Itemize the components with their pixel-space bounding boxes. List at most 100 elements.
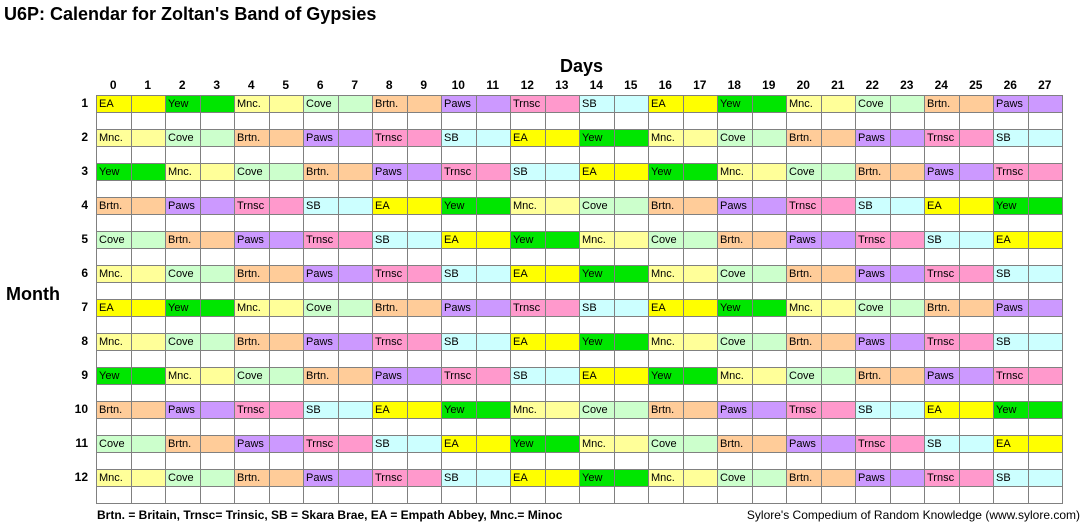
month-row-label: 2 (81, 130, 88, 144)
day-header: 15 (624, 78, 638, 92)
spacer-cell (303, 384, 339, 402)
spacer-cell (786, 418, 822, 436)
day-cell (820, 435, 856, 453)
day-cell: Cove (717, 333, 753, 351)
spacer-cell (1027, 248, 1063, 266)
spacer-cell (958, 350, 994, 368)
spacer-cell (682, 146, 718, 164)
day-cell: SB (855, 401, 891, 419)
days-axis-label: Days (560, 56, 604, 76)
day-cell (199, 469, 235, 487)
day-cell (751, 469, 787, 487)
spacer-cell (786, 112, 822, 130)
day-cell (544, 197, 580, 215)
day-cell: SB (303, 197, 339, 215)
spacer-cell (544, 418, 580, 436)
spacer-cell (268, 146, 304, 164)
day-cell: SB (510, 367, 546, 385)
spacer-cell (613, 384, 649, 402)
day-cell (820, 231, 856, 249)
spacer-cell (510, 384, 546, 402)
day-cell: Brtn. (717, 435, 753, 453)
spacer-cell (889, 452, 925, 470)
day-cell: Brtn. (165, 231, 201, 249)
day-cell (268, 129, 304, 147)
spacer-cell (510, 282, 546, 300)
day-cell: Paws (441, 299, 477, 317)
spacer-cell (268, 112, 304, 130)
spacer-cell (441, 112, 477, 130)
spacer-cell (924, 180, 960, 198)
spacer-cell (475, 316, 511, 334)
day-cell (337, 197, 373, 215)
day-cell: SB (372, 231, 408, 249)
day-cell (544, 95, 580, 113)
day-cell: Cove (165, 333, 201, 351)
day-cell (268, 231, 304, 249)
day-cell (406, 163, 442, 181)
day-cell (544, 401, 580, 419)
day-cell (889, 231, 925, 249)
spacer-cell (441, 180, 477, 198)
day-cell (130, 333, 166, 351)
spacer-cell (993, 214, 1029, 232)
spacer-cell (268, 452, 304, 470)
day-header: 13 (555, 78, 569, 92)
day-cell: EA (441, 231, 477, 249)
spacer-cell (406, 316, 442, 334)
day-cell: Trnsc (372, 333, 408, 351)
day-cell: Trnsc (993, 163, 1029, 181)
spacer-cell (303, 112, 339, 130)
spacer-cell (1027, 418, 1063, 436)
spacer-cell (682, 214, 718, 232)
day-cell (475, 299, 511, 317)
day-cell: Brtn. (372, 299, 408, 317)
spacer-cell (475, 418, 511, 436)
day-cell (889, 163, 925, 181)
day-cell: Mnc. (234, 299, 270, 317)
day-cell (130, 469, 166, 487)
spacer-cell (234, 384, 270, 402)
page-title: U6P: Calendar for Zoltan's Band of Gypsi… (4, 4, 377, 24)
day-cell (406, 265, 442, 283)
spacer-cell (958, 180, 994, 198)
spacer-cell (924, 248, 960, 266)
day-cell: Trnsc (924, 265, 960, 283)
spacer-cell (165, 214, 201, 232)
spacer-cell (820, 316, 856, 334)
spacer-cell (786, 452, 822, 470)
day-cell (268, 163, 304, 181)
spacer-cell (96, 112, 132, 130)
day-header: 2 (178, 78, 186, 92)
day-cell: Cove (717, 265, 753, 283)
day-cell (613, 333, 649, 351)
spacer-cell (751, 214, 787, 232)
spacer-cell (613, 112, 649, 130)
spacer-cell (130, 452, 166, 470)
day-cell (751, 401, 787, 419)
day-cell (682, 401, 718, 419)
spacer-cell (475, 248, 511, 266)
spacer-cell (958, 418, 994, 436)
spacer-cell (337, 350, 373, 368)
day-cell (751, 299, 787, 317)
day-cell: Paws (993, 299, 1029, 317)
spacer-cell (786, 146, 822, 164)
spacer-cell (372, 452, 408, 470)
day-cell (1027, 367, 1063, 385)
day-cell: EA (648, 299, 684, 317)
spacer-cell (993, 282, 1029, 300)
spacer-cell (613, 418, 649, 436)
spacer-cell (165, 180, 201, 198)
spacer-cell (372, 486, 408, 504)
day-cell (820, 129, 856, 147)
spacer-cell (199, 452, 235, 470)
day-cell (544, 299, 580, 317)
spacer-cell (199, 282, 235, 300)
day-cell: Mnc. (579, 435, 615, 453)
spacer-cell (717, 418, 753, 436)
spacer-cell (993, 180, 1029, 198)
spacer-cell (372, 384, 408, 402)
day-cell (406, 197, 442, 215)
day-header: 12 (520, 78, 534, 92)
